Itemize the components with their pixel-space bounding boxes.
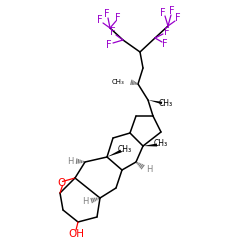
Text: H: H xyxy=(82,196,88,205)
Polygon shape xyxy=(107,150,122,157)
Text: H: H xyxy=(67,156,73,166)
Text: F: F xyxy=(104,9,110,19)
Text: OH: OH xyxy=(68,229,84,239)
Text: F: F xyxy=(160,8,166,18)
Text: F: F xyxy=(106,40,112,50)
Text: F: F xyxy=(162,39,168,49)
Text: F: F xyxy=(97,15,103,25)
Polygon shape xyxy=(143,144,157,146)
Text: CH₃: CH₃ xyxy=(159,100,173,108)
Polygon shape xyxy=(148,100,162,104)
Text: F: F xyxy=(115,13,121,23)
Text: F: F xyxy=(110,27,116,37)
Text: CH₃: CH₃ xyxy=(154,140,168,148)
Text: CH₃: CH₃ xyxy=(118,144,132,154)
Text: F: F xyxy=(169,6,175,16)
Text: O: O xyxy=(58,178,66,188)
Text: CH₃: CH₃ xyxy=(111,79,124,85)
Text: H: H xyxy=(146,166,152,174)
Text: F: F xyxy=(164,27,170,37)
Text: F: F xyxy=(175,13,181,23)
